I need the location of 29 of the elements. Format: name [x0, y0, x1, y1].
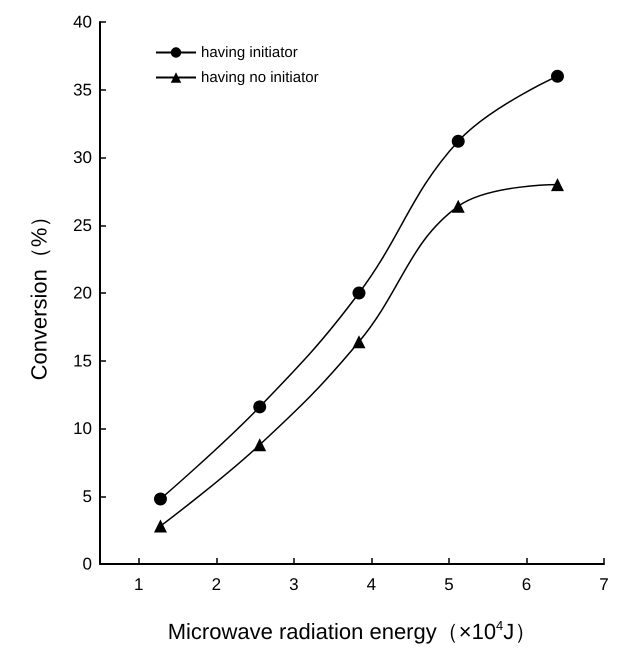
point [154, 520, 167, 533]
y-tick-label: 0 [82, 554, 92, 574]
point [452, 200, 465, 213]
point [154, 492, 167, 506]
y-tick-label: 5 [82, 486, 92, 506]
legend-label: having no initiator [201, 69, 319, 86]
x-tick-label: 1 [134, 575, 144, 594]
x-tick-label: 5 [444, 575, 454, 594]
y-tick-label: 40 [73, 12, 92, 32]
y-tick-label: 20 [73, 284, 92, 302]
y-tick-label: 35 [73, 80, 92, 100]
y-tick-label: 10 [73, 419, 92, 438]
y-axis-title: Conversion（%） [26, 206, 52, 380]
point [253, 438, 266, 452]
point [352, 286, 366, 300]
point [452, 134, 465, 148]
x-tick-label: 3 [289, 575, 299, 594]
legend-label: having initiator [201, 44, 298, 61]
point [253, 400, 266, 414]
y-tick-label: 30 [73, 148, 92, 167]
x-tick-label: 2 [212, 575, 222, 594]
x-tick-label: 7 [599, 575, 609, 594]
y-tick-label: 25 [73, 216, 92, 235]
point [352, 335, 366, 348]
x-tick-label: 6 [522, 575, 532, 594]
x-tick-label: 4 [366, 575, 376, 594]
point [550, 178, 564, 192]
y-tick-label: 15 [73, 351, 92, 370]
point [550, 70, 564, 83]
